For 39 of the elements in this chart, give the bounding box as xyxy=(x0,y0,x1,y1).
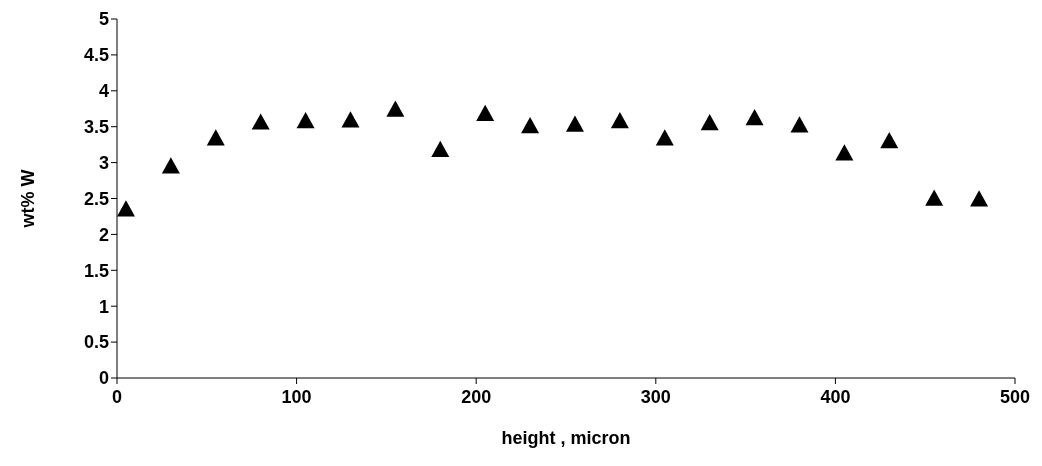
point xyxy=(610,111,629,129)
point xyxy=(745,109,764,126)
point xyxy=(296,111,315,129)
point xyxy=(970,190,989,207)
y-tick-label: 2.5 xyxy=(83,188,109,209)
point xyxy=(655,129,674,146)
x-axis-title: height , micron xyxy=(501,428,631,448)
x-tick-label: 200 xyxy=(461,386,492,407)
y-tick-label: 0.5 xyxy=(83,332,109,353)
point xyxy=(521,116,540,134)
y-tick-label: 5 xyxy=(98,9,109,30)
x-tick-label: 400 xyxy=(820,386,851,407)
point xyxy=(790,116,809,133)
x-tick-label: 0 xyxy=(111,386,123,407)
x-tick-label: 100 xyxy=(281,386,312,407)
x-tick-label: 300 xyxy=(640,386,671,407)
point xyxy=(161,157,180,174)
point xyxy=(700,114,719,131)
y-tick-label: 4 xyxy=(98,81,109,102)
y-tick-label: 1 xyxy=(98,296,109,317)
point xyxy=(565,115,584,132)
point xyxy=(925,189,944,206)
point xyxy=(117,200,135,217)
y-tick-label: 3.5 xyxy=(83,117,109,138)
y-tick-label: 4.5 xyxy=(83,45,109,66)
point xyxy=(206,129,225,146)
point xyxy=(386,100,405,117)
y-tick-label: 0 xyxy=(98,368,109,389)
point xyxy=(835,144,854,161)
point xyxy=(341,111,360,128)
point xyxy=(880,132,899,149)
y-axis-title: wt% W xyxy=(18,169,39,229)
point xyxy=(431,140,450,157)
point xyxy=(251,113,270,130)
point xyxy=(476,104,495,121)
y-tick-label: 1.5 xyxy=(83,260,109,281)
y-tick-label: 3 xyxy=(98,152,109,173)
x-tick-label: 500 xyxy=(999,386,1031,407)
y-tick-label: 2 xyxy=(98,224,109,245)
